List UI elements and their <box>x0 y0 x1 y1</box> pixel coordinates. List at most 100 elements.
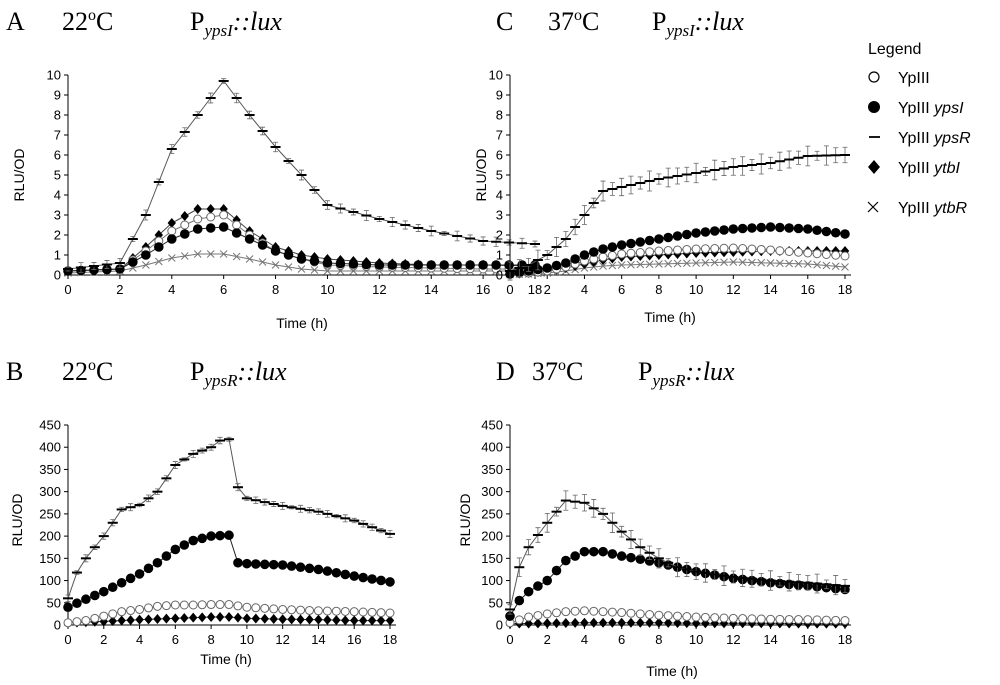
data-point <box>784 247 794 256</box>
data-point <box>822 261 831 270</box>
data-point <box>400 260 411 270</box>
data-point <box>598 244 608 254</box>
data-point <box>644 235 655 246</box>
data-point <box>635 609 645 619</box>
panel-d-xlabel: Time (h) <box>646 663 698 679</box>
data-point <box>242 613 252 624</box>
data-point <box>367 615 377 626</box>
panel-a-letter: A <box>6 7 25 36</box>
data-point <box>561 607 571 617</box>
data-point <box>654 610 664 620</box>
data-point <box>580 617 589 628</box>
series-ypsi <box>505 222 850 279</box>
data-point <box>579 250 590 260</box>
data-point <box>233 557 243 568</box>
data-point <box>135 614 144 625</box>
data-point <box>350 615 359 626</box>
data-point <box>376 608 386 618</box>
series-line <box>67 534 391 608</box>
data-point <box>193 204 202 214</box>
data-point <box>206 531 216 541</box>
data-point <box>478 260 488 270</box>
panel-d-letter: D <box>496 357 515 386</box>
series-wt <box>63 600 395 628</box>
data-point <box>117 607 127 617</box>
data-point <box>682 229 692 240</box>
data-point <box>831 250 841 260</box>
data-point <box>719 225 729 235</box>
data-point <box>322 566 333 576</box>
data-point <box>309 256 320 266</box>
data-point <box>116 577 127 588</box>
x-tick-label: 8 <box>272 282 279 297</box>
data-point <box>738 258 747 267</box>
data-point <box>63 618 73 628</box>
data-point <box>232 220 242 230</box>
panel-b-letter: B <box>6 357 23 386</box>
data-point <box>340 606 350 616</box>
data-point <box>710 258 719 267</box>
y-tick-label: 7 <box>496 128 503 143</box>
data-point <box>794 259 803 268</box>
x-tick-label: 2 <box>544 282 551 297</box>
x-tick-label: 2 <box>544 632 551 647</box>
data-point <box>784 223 794 233</box>
series-line <box>509 500 846 610</box>
data-point <box>387 260 398 270</box>
data-point <box>542 263 553 273</box>
data-point <box>349 571 360 581</box>
legend-label: YpIII ytbR <box>898 200 968 217</box>
y-tick-label: 2 <box>496 228 503 243</box>
data-point <box>700 612 710 622</box>
data-point <box>310 266 319 274</box>
data-point <box>287 614 296 625</box>
y-tick-label: 0 <box>54 268 61 283</box>
data-point <box>206 204 215 214</box>
y-tick-label: 400 <box>39 440 61 455</box>
data-point <box>167 254 176 262</box>
data-point <box>617 617 626 628</box>
data-point <box>233 612 243 623</box>
data-point <box>589 606 599 616</box>
data-point <box>748 258 756 267</box>
data-point <box>296 605 306 615</box>
panel-c: C 37oC PypsI::lux RLU/OD Time (h) 012345… <box>473 7 852 325</box>
data-point <box>812 225 822 236</box>
data-point <box>361 259 372 270</box>
data-point <box>607 549 618 559</box>
data-point <box>831 615 841 625</box>
x-tick-label: 12 <box>275 632 289 647</box>
y-tick-label: 5 <box>496 168 503 183</box>
data-point <box>491 260 501 270</box>
x-tick-label: 18 <box>838 632 852 647</box>
data-point <box>533 581 543 591</box>
data-point <box>700 227 711 237</box>
data-point <box>552 618 561 629</box>
data-point <box>654 617 664 628</box>
data-point <box>635 248 645 257</box>
x-tick-label: 10 <box>240 632 254 647</box>
data-point <box>635 237 646 247</box>
panel-a-temperature: 22oC <box>62 7 113 36</box>
data-point <box>561 258 571 268</box>
data-point <box>561 618 571 628</box>
x-tick-label: 12 <box>726 282 740 297</box>
y-tick-label: 7 <box>54 128 61 143</box>
x-tick-label: 8 <box>207 632 214 647</box>
data-point <box>154 242 164 252</box>
data-point <box>90 613 100 623</box>
panel-b-construct: PypsR::lux <box>190 357 287 390</box>
data-point <box>654 246 664 256</box>
data-point <box>385 615 395 626</box>
panel-a-construct: PypsI::lux <box>190 7 282 40</box>
data-point <box>710 618 719 629</box>
panel-d-ylabel: RLU/OD <box>457 494 473 547</box>
y-tick-label: 250 <box>481 506 503 521</box>
data-point <box>616 551 627 561</box>
data-point <box>599 262 607 270</box>
data-point <box>231 228 242 238</box>
y-tick-label: 0 <box>496 618 503 633</box>
data-point <box>215 530 225 541</box>
data-point <box>452 260 462 270</box>
data-point <box>206 250 215 258</box>
